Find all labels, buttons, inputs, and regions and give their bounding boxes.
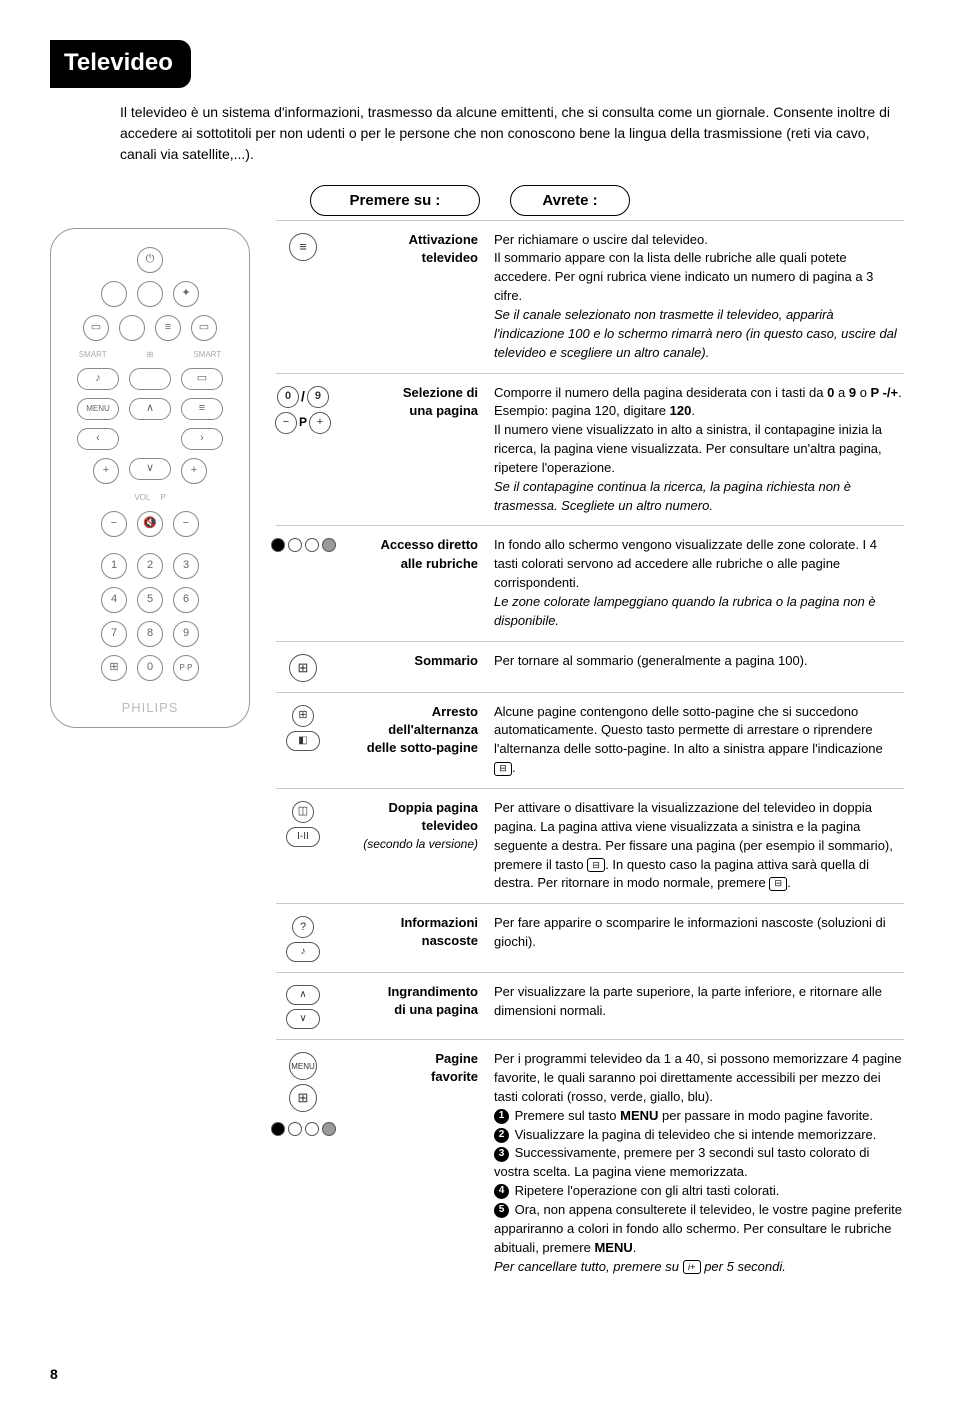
row-label: Attivazionetelevideo (340, 231, 484, 363)
instruction-table: ≡ Attivazionetelevideo Per richiamare o … (276, 220, 904, 1287)
teletext-icon: ≡ (276, 231, 330, 363)
table-row: ? ♪ Informazioninascoste Per fare appari… (276, 903, 904, 972)
table-row: ≡ Attivazionetelevideo Per richiamare o … (276, 220, 904, 373)
row-desc: Alcune pagine contengono delle sotto-pag… (494, 703, 904, 778)
row-label: Sommario (340, 652, 484, 682)
row-label: Ingrandimentodi una pagina (340, 983, 484, 1029)
table-row: 0/9 −P+ Selezione diuna pagina Comporre … (276, 373, 904, 526)
row-label: Selezione diuna pagina (340, 384, 484, 516)
row-label: Doppia paginatelevideo(secondo la versio… (340, 799, 484, 893)
row-label: Accesso direttoalle rubriche (340, 536, 484, 630)
color-keys-icon (276, 536, 330, 630)
row-label: Paginefavorite (340, 1050, 484, 1276)
table-row: MENU ⊞ Paginefavorite Per i programmi te… (276, 1039, 904, 1286)
row-desc: Per fare apparire o scomparire le inform… (494, 914, 904, 962)
row-desc: Comporre il numero della pagina desidera… (494, 384, 904, 516)
row-desc: Per richiamare o uscire dal televideo.Il… (494, 231, 904, 363)
row-desc: Per visualizzare la parte superiore, la … (494, 983, 904, 1029)
table-row: ⊞ ◧ Arrestodell'alternanzadelle sotto-pa… (276, 692, 904, 788)
header-get: Avrete : (510, 185, 630, 216)
page-select-icon: 0/9 −P+ (276, 384, 330, 516)
row-desc: Per attivare o disattivare la visualizza… (494, 799, 904, 893)
table-row: Accesso direttoalle rubriche In fondo al… (276, 525, 904, 640)
summary-icon: ⊞ (276, 652, 330, 682)
row-desc: Per tornare al sommario (generalmente a … (494, 652, 904, 682)
row-label: Informazioninascoste (340, 914, 484, 962)
reveal-icon: ? ♪ (276, 914, 330, 962)
page-number: 8 (50, 1365, 58, 1385)
row-desc: Per i programmi televideo da 1 a 40, si … (494, 1050, 904, 1276)
intro-text: Il televideo è un sistema d'informazioni… (120, 102, 904, 165)
table-row: ⊞ Sommario Per tornare al sommario (gene… (276, 641, 904, 692)
row-label: Arrestodell'alternanzadelle sotto-pagine (340, 703, 484, 778)
remote-brand: PHILIPS (122, 699, 179, 717)
zoom-icon: ∧ ∨ (276, 983, 330, 1029)
row-desc: In fondo allo schermo vengono visualizza… (494, 536, 904, 630)
remote-illustration: ⏻ ✦ ▭≡▭ SMART⊞SMART ♪▭ MENU ∧ ≡ ‹ › (50, 220, 260, 1287)
favorite-pages-icon: MENU ⊞ (276, 1050, 330, 1276)
page-title: Televideo (50, 40, 191, 88)
dual-page-icon: ◫ I-II (276, 799, 330, 893)
table-row: ∧ ∨ Ingrandimentodi una pagina Per visua… (276, 972, 904, 1039)
column-headers: Premere su : Avrete : (310, 185, 904, 216)
table-row: ◫ I-II Doppia paginatelevideo(secondo la… (276, 788, 904, 903)
header-press: Premere su : (310, 185, 480, 216)
subpage-stop-icon: ⊞ ◧ (276, 703, 330, 778)
